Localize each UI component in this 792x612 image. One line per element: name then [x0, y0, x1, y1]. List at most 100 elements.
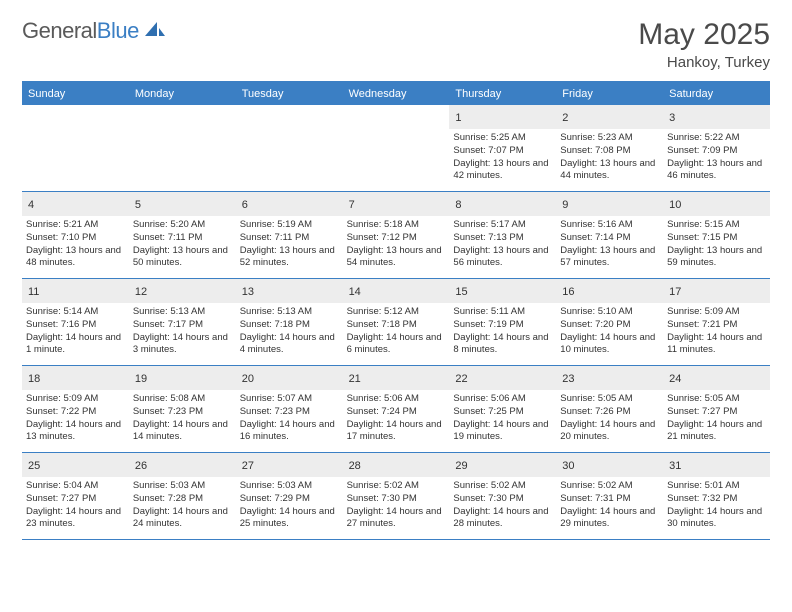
day-cell: 6Sunrise: 5:19 AMSunset: 7:11 PMDaylight… [236, 192, 343, 278]
day-number-bar: 6 [236, 192, 343, 216]
sunrise-text: Sunrise: 5:05 AM [560, 393, 659, 406]
day-cell: 25Sunrise: 5:04 AMSunset: 7:27 PMDayligh… [22, 453, 129, 539]
day-details: Sunrise: 5:23 AMSunset: 7:08 PMDaylight:… [560, 132, 659, 183]
month-title: May 2025 [638, 18, 770, 52]
day-cell: 9Sunrise: 5:16 AMSunset: 7:14 PMDaylight… [556, 192, 663, 278]
daylight-text: Daylight: 14 hours and 4 minutes. [240, 332, 339, 358]
day-number-bar: 26 [129, 453, 236, 477]
day-number-bar: 23 [556, 366, 663, 390]
sunrise-text: Sunrise: 5:15 AM [667, 219, 766, 232]
sunrise-text: Sunrise: 5:12 AM [347, 306, 446, 319]
sunset-text: Sunset: 7:27 PM [26, 493, 125, 506]
daylight-text: Daylight: 14 hours and 23 minutes. [26, 506, 125, 532]
sunrise-text: Sunrise: 5:10 AM [560, 306, 659, 319]
daylight-text: Daylight: 14 hours and 8 minutes. [453, 332, 552, 358]
sunset-text: Sunset: 7:24 PM [347, 406, 446, 419]
day-number: 6 [242, 199, 248, 211]
sunrise-text: Sunrise: 5:02 AM [347, 480, 446, 493]
sunrise-text: Sunrise: 5:06 AM [453, 393, 552, 406]
day-number: 16 [562, 286, 574, 298]
sunrise-text: Sunrise: 5:20 AM [133, 219, 232, 232]
day-cell: 28Sunrise: 5:02 AMSunset: 7:30 PMDayligh… [343, 453, 450, 539]
day-details: Sunrise: 5:22 AMSunset: 7:09 PMDaylight:… [667, 132, 766, 183]
day-cell: 20Sunrise: 5:07 AMSunset: 7:23 PMDayligh… [236, 366, 343, 452]
day-number-bar: 5 [129, 192, 236, 216]
daylight-text: Daylight: 14 hours and 21 minutes. [667, 419, 766, 445]
daylight-text: Daylight: 13 hours and 42 minutes. [453, 158, 552, 184]
sunrise-text: Sunrise: 5:13 AM [133, 306, 232, 319]
day-number-bar: 16 [556, 279, 663, 303]
day-number: 13 [242, 286, 254, 298]
sunrise-text: Sunrise: 5:19 AM [240, 219, 339, 232]
daylight-text: Daylight: 14 hours and 11 minutes. [667, 332, 766, 358]
day-number: 30 [562, 460, 574, 472]
day-number: 12 [135, 286, 147, 298]
day-number-bar: 30 [556, 453, 663, 477]
sunset-text: Sunset: 7:11 PM [240, 232, 339, 245]
daylight-text: Daylight: 14 hours and 1 minute. [26, 332, 125, 358]
day-number-bar: 27 [236, 453, 343, 477]
sunrise-text: Sunrise: 5:07 AM [240, 393, 339, 406]
day-number: 14 [349, 286, 361, 298]
day-number: 3 [669, 112, 675, 124]
day-number: 23 [562, 373, 574, 385]
daylight-text: Daylight: 14 hours and 19 minutes. [453, 419, 552, 445]
day-cell: 27Sunrise: 5:03 AMSunset: 7:29 PMDayligh… [236, 453, 343, 539]
day-number-bar: 24 [663, 366, 770, 390]
day-number: 17 [669, 286, 681, 298]
daylight-text: Daylight: 14 hours and 27 minutes. [347, 506, 446, 532]
daylight-text: Daylight: 14 hours and 14 minutes. [133, 419, 232, 445]
day-details: Sunrise: 5:25 AMSunset: 7:07 PMDaylight:… [453, 132, 552, 183]
sunset-text: Sunset: 7:18 PM [240, 319, 339, 332]
day-cell: 17Sunrise: 5:09 AMSunset: 7:21 PMDayligh… [663, 279, 770, 365]
day-cell: 18Sunrise: 5:09 AMSunset: 7:22 PMDayligh… [22, 366, 129, 452]
daylight-text: Daylight: 14 hours and 3 minutes. [133, 332, 232, 358]
sail-icon [143, 20, 167, 43]
day-number: 18 [28, 373, 40, 385]
sunset-text: Sunset: 7:20 PM [560, 319, 659, 332]
day-cell: 23Sunrise: 5:05 AMSunset: 7:26 PMDayligh… [556, 366, 663, 452]
day-number-bar: 13 [236, 279, 343, 303]
day-details: Sunrise: 5:15 AMSunset: 7:15 PMDaylight:… [667, 219, 766, 270]
day-number: 25 [28, 460, 40, 472]
sunrise-text: Sunrise: 5:23 AM [560, 132, 659, 145]
sunrise-text: Sunrise: 5:18 AM [347, 219, 446, 232]
day-details: Sunrise: 5:21 AMSunset: 7:10 PMDaylight:… [26, 219, 125, 270]
day-cell: 29Sunrise: 5:02 AMSunset: 7:30 PMDayligh… [449, 453, 556, 539]
sunset-text: Sunset: 7:11 PM [133, 232, 232, 245]
sunset-text: Sunset: 7:08 PM [560, 145, 659, 158]
daylight-text: Daylight: 13 hours and 56 minutes. [453, 245, 552, 271]
day-details: Sunrise: 5:12 AMSunset: 7:18 PMDaylight:… [347, 306, 446, 357]
sunset-text: Sunset: 7:30 PM [347, 493, 446, 506]
day-cell: 11Sunrise: 5:14 AMSunset: 7:16 PMDayligh… [22, 279, 129, 365]
sunrise-text: Sunrise: 5:09 AM [26, 393, 125, 406]
day-cell: 3 Sunrise: 5:22 AMSunset: 7:09 PMDaylight… [663, 105, 770, 191]
day-number: 21 [349, 373, 361, 385]
day-details: Sunrise: 5:11 AMSunset: 7:19 PMDaylight:… [453, 306, 552, 357]
day-cell: 12Sunrise: 5:13 AMSunset: 7:17 PMDayligh… [129, 279, 236, 365]
daylight-text: Daylight: 14 hours and 29 minutes. [560, 506, 659, 532]
sunrise-text: Sunrise: 5:22 AM [667, 132, 766, 145]
weekday-header: Sunday [22, 83, 129, 105]
day-cell: 5 Sunrise: 5:20 AMSunset: 7:11 PMDaylight… [129, 192, 236, 278]
day-number: 9 [562, 199, 568, 211]
day-details: Sunrise: 5:10 AMSunset: 7:20 PMDaylight:… [560, 306, 659, 357]
week-row: 11Sunrise: 5:14 AMSunset: 7:16 PMDayligh… [22, 279, 770, 366]
day-details: Sunrise: 5:20 AMSunset: 7:11 PMDaylight:… [133, 219, 232, 270]
weekday-header-row: SundayMondayTuesdayWednesdayThursdayFrid… [22, 83, 770, 105]
day-number-bar: 17 [663, 279, 770, 303]
sunset-text: Sunset: 7:13 PM [453, 232, 552, 245]
weekday-header: Tuesday [236, 83, 343, 105]
daylight-text: Daylight: 14 hours and 24 minutes. [133, 506, 232, 532]
sunrise-text: Sunrise: 5:16 AM [560, 219, 659, 232]
daylight-text: Daylight: 14 hours and 17 minutes. [347, 419, 446, 445]
day-details: Sunrise: 5:13 AMSunset: 7:18 PMDaylight:… [240, 306, 339, 357]
day-cell: 30Sunrise: 5:02 AMSunset: 7:31 PMDayligh… [556, 453, 663, 539]
logo-text: GeneralBlue [22, 18, 139, 44]
daylight-text: Daylight: 13 hours and 54 minutes. [347, 245, 446, 271]
sunrise-text: Sunrise: 5:02 AM [453, 480, 552, 493]
logo: GeneralBlue [22, 18, 167, 44]
day-cell: 13 Sunrise: 5:13 AMSunset: 7:18 PMDayligh… [236, 279, 343, 365]
day-number-bar: 21 [343, 366, 450, 390]
day-cell: 24Sunrise: 5:05 AMSunset: 7:27 PMDayligh… [663, 366, 770, 452]
